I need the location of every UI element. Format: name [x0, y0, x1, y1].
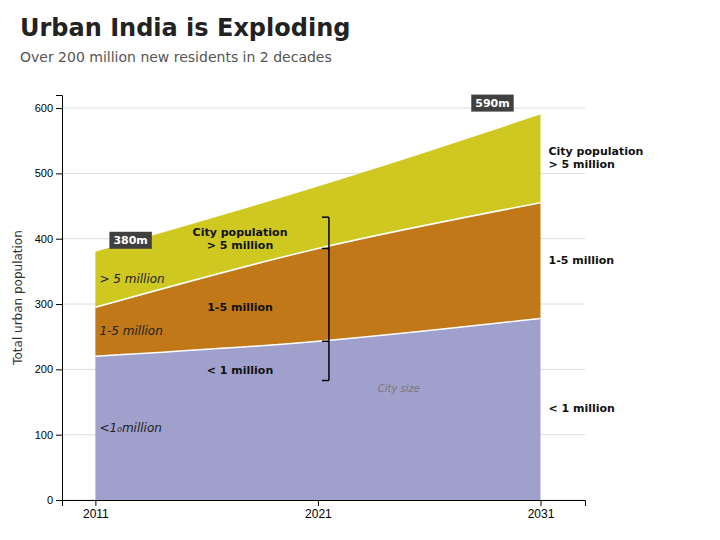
y-tick-mark	[56, 173, 62, 174]
y-tick: 600	[35, 102, 62, 114]
boundary-line	[95, 318, 540, 356]
label-line: < 1 million	[548, 402, 614, 415]
band-label-left: <1₀million	[99, 421, 161, 435]
band-label-left: > 5 million	[99, 272, 164, 286]
y-axis: 0 100 200 300 400 500 600	[35, 96, 63, 507]
subtitle: Over 200 million new residents in 2 deca…	[20, 49, 332, 65]
annotations: 380m 590m <1₀million 1-5 million > 5 million…	[99, 95, 643, 435]
x-tick: 2021	[305, 500, 332, 521]
x-axis: 2011 2021 2031	[63, 500, 586, 521]
label-line: 1-5 million	[207, 301, 273, 314]
x-tick-mark	[540, 500, 541, 506]
y-axis-line	[56, 96, 63, 501]
y-tick-label: 100	[35, 429, 53, 441]
x-tick: 2031	[528, 500, 555, 521]
band-label-center: City population> 5 million	[193, 226, 288, 252]
value-annotation: 380m	[113, 234, 147, 247]
bracket-division	[322, 341, 329, 343]
band-label-right: 1-5 million	[548, 254, 614, 267]
y-tick-mark	[56, 435, 62, 436]
band-label-right: < 1 million	[548, 402, 614, 415]
label-line: 1-5 million	[548, 254, 614, 267]
x-tick-label: 2031	[528, 507, 555, 521]
band-label-center: < 1 million	[207, 364, 273, 377]
area-band	[95, 115, 540, 308]
plot-area	[95, 115, 540, 500]
value-box: 590m	[471, 95, 513, 112]
value-box: 380m	[109, 232, 151, 249]
value-box-bg	[471, 95, 513, 112]
bracket	[322, 217, 329, 380]
label-line: > 5 million	[207, 239, 273, 252]
y-tick: 500	[35, 167, 62, 179]
y-tick-label: 200	[35, 363, 53, 375]
band-label-left: 1-5 million	[99, 324, 162, 338]
label-line: < 1 million	[207, 364, 273, 377]
label-line: > 5 million	[548, 158, 614, 171]
y-tick-label: 300	[35, 298, 53, 310]
x-tick-label: 2021	[305, 507, 332, 521]
grid	[62, 108, 585, 500]
boundary-line	[95, 203, 540, 308]
x-tick-label: 2011	[83, 507, 109, 521]
bracket-caption: City size	[378, 383, 420, 394]
value-annotation: 590m	[475, 97, 509, 110]
chart: Urban India is Exploding Over 200 million…	[0, 0, 720, 540]
bracket-line	[328, 217, 330, 380]
x-tick: 2011	[83, 500, 109, 521]
label-line: City population	[193, 226, 288, 239]
y-tick-mark	[56, 304, 62, 305]
y-tick: 200	[35, 363, 62, 375]
y-tick-label: 600	[35, 102, 53, 114]
y-tick: 0	[47, 494, 62, 506]
band-label-right: City population> 5 million	[548, 145, 643, 171]
x-tick-mark	[95, 500, 96, 506]
band-label-center: 1-5 million	[207, 301, 273, 314]
y-tick: 400	[35, 233, 62, 245]
y-tick-label: 0	[47, 494, 53, 506]
y-tick-mark	[56, 108, 62, 109]
value-box-bg	[109, 232, 151, 249]
y-tick-mark	[56, 500, 62, 501]
y-tick-label: 500	[35, 167, 53, 179]
y-tick: 100	[35, 429, 62, 441]
y-tick-label: 400	[35, 233, 53, 245]
title: Urban India is Exploding	[20, 14, 350, 42]
x-tick-mark	[318, 500, 319, 506]
y-axis-title: Total urban population	[11, 230, 25, 366]
y-tick-mark	[56, 369, 62, 370]
bracket-end	[322, 216, 329, 218]
y-tick: 300	[35, 298, 62, 310]
bracket-division	[322, 248, 329, 250]
bracket-end	[322, 380, 329, 382]
x-axis-line	[63, 501, 586, 507]
y-tick-mark	[56, 239, 62, 240]
label-line: City population	[548, 145, 643, 158]
